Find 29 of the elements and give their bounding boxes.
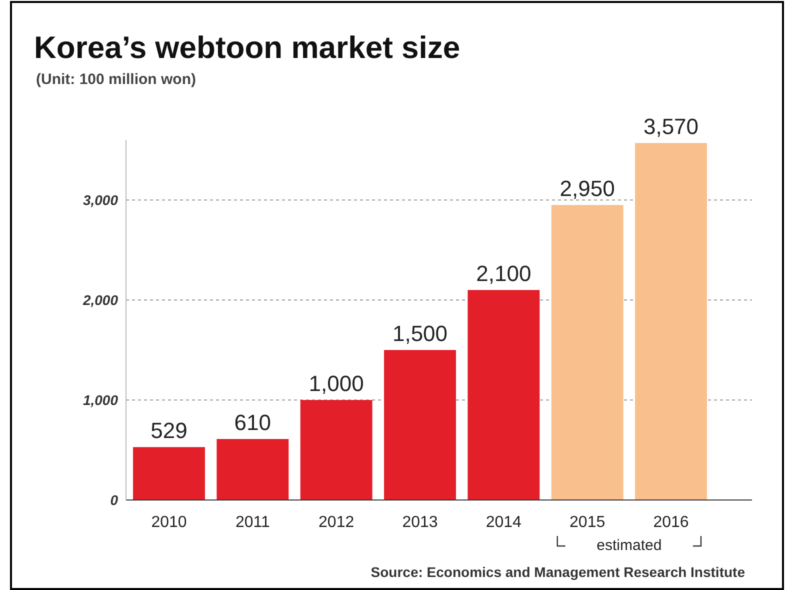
x-tick-label: 2012 [318,514,354,531]
chart-title: Korea’s webtoon market size [34,30,460,65]
data-label: 2,950 [560,176,615,201]
x-tick-label: 2014 [486,514,522,531]
x-tick-label: 2011 [235,514,270,531]
y-tick-label: 0 [110,492,118,508]
x-tick-label: 2010 [151,514,187,531]
data-label: 1,500 [392,321,448,346]
bar [384,350,456,500]
data-label: 610 [234,410,272,435]
chart-subtitle: (Unit: 100 million won) [36,71,196,88]
bar [133,447,205,500]
bar [300,400,372,500]
data-label: 3,570 [643,114,699,139]
y-tick-label: 2,000 [82,292,118,308]
source-note: Source: Economics and Management Research Institute [370,564,746,580]
text: estimated [596,537,662,554]
data-label: 2,100 [476,261,532,286]
data-label: 529 [150,418,188,444]
bar [551,205,624,500]
y-tick-label: 3,000 [82,192,118,208]
data-label: 1,000 [308,371,364,396]
x-tick-label: 2013 [402,514,438,531]
bar [468,290,540,500]
bar [216,439,289,500]
y-tick-label: 1,000 [82,392,118,408]
x-tick-label: 2016 [653,514,689,531]
x-tick-label: 2015 [570,514,606,531]
bar [635,143,707,500]
